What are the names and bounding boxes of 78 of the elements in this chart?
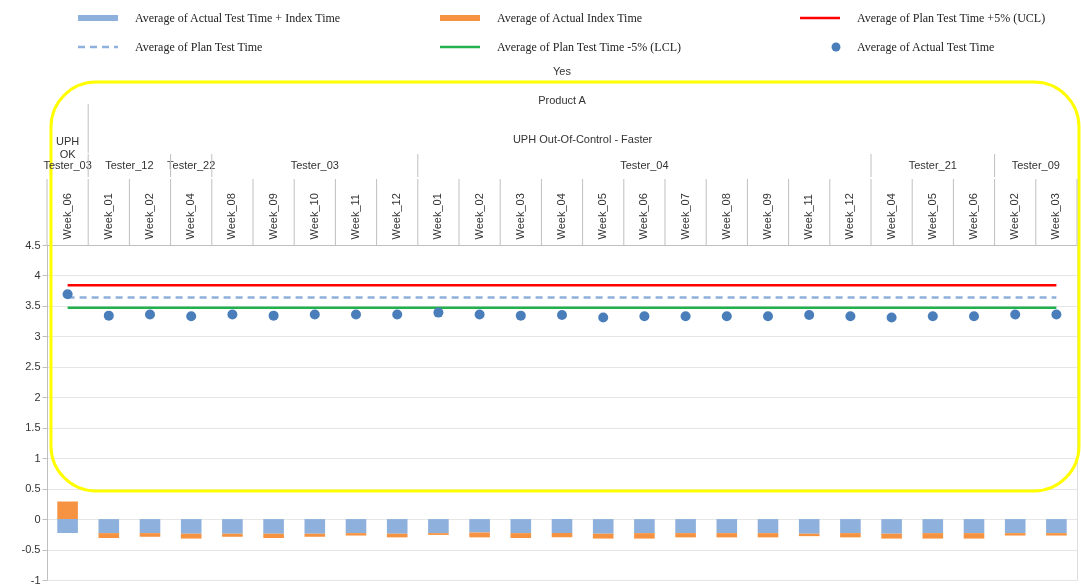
y-tick-label: 3.5: [25, 299, 41, 312]
text: Tester_12: [105, 159, 154, 171]
point: [886, 312, 897, 323]
x-tick-label: Week_02: [143, 193, 155, 240]
text: UPH OK: [55, 135, 80, 160]
point: [268, 310, 279, 321]
x-tick-label: Week_02: [472, 193, 485, 240]
text: Tester_22: [167, 159, 216, 171]
x-tick-label: Week_07: [678, 193, 691, 240]
y-tick-label: 2: [34, 390, 41, 403]
point: [1051, 309, 1062, 320]
point: [145, 309, 155, 320]
x-tick-label: Week_12: [843, 193, 856, 240]
text: Yes: [553, 65, 572, 77]
x-tick-label: Week_11: [349, 194, 361, 240]
point: [1010, 309, 1021, 320]
x-tick-label: Week_02: [1008, 193, 1021, 240]
y-tick-label: 4: [34, 268, 41, 281]
y-tick-label: -0.5: [21, 543, 41, 556]
legend-label: Average of Actual Test Time + Index Time: [135, 11, 341, 25]
point: [927, 311, 938, 322]
point: [639, 311, 650, 322]
text: Tester_04: [620, 159, 669, 171]
y-tick-label: 1.5: [25, 421, 41, 434]
y-tick-label: 2.5: [25, 360, 41, 373]
y-tick-label: 3: [34, 329, 41, 342]
point: [103, 310, 114, 321]
x-tick-label: Week_03: [513, 193, 526, 240]
x-tick-label: Week_09: [761, 193, 773, 240]
text: Tester_21: [908, 159, 957, 171]
x-tick-label: Week_06: [637, 193, 650, 240]
x-tick-label: Week_10: [307, 193, 320, 240]
text: Tester_03: [290, 159, 339, 171]
x-tick-label: Week_06: [60, 193, 73, 240]
x-tick-label: Week_03: [1049, 193, 1062, 240]
text: Tester_09: [1011, 159, 1060, 171]
y-tick-label: 0.5: [25, 482, 41, 495]
x-tick-label: Week_12: [390, 193, 403, 240]
x-tick-label: Week_09: [266, 193, 279, 240]
y-tick-label: 4.5: [25, 238, 41, 251]
point: [845, 311, 856, 322]
point: [227, 309, 238, 320]
point: [309, 309, 320, 320]
point: [804, 310, 815, 321]
point: [969, 311, 979, 322]
point: [721, 311, 732, 322]
point: [557, 310, 567, 321]
point: [62, 289, 73, 300]
x-tick-label: Week_01: [431, 193, 444, 240]
y-tick-label: -1: [30, 573, 41, 584]
x-tick-label: Week_05: [925, 193, 938, 240]
x-tick-label: Week_06: [967, 193, 979, 240]
x-tick-label: Week_05: [596, 193, 609, 240]
legend-label: Average of Plan Test Time -5% (LCL): [497, 40, 682, 54]
point: [763, 311, 773, 322]
text: Product A: [538, 94, 587, 106]
x-tick-label: Week_01: [101, 193, 114, 240]
point: [515, 310, 526, 321]
y-tick-label: 1: [34, 451, 41, 464]
legend-label: Average of Actual Index Time: [497, 11, 643, 25]
text: UPH Out-Of-Control - Faster: [512, 133, 653, 145]
point: [392, 309, 403, 320]
point: [598, 312, 609, 323]
x-tick-label: Week_08: [225, 193, 238, 240]
legend-label: Average of Plan Test Time +5% (UCL): [857, 11, 1046, 25]
point: [433, 307, 444, 318]
point: [186, 311, 197, 322]
y-tick-label: 0: [34, 512, 41, 525]
point: [474, 309, 485, 320]
x-tick-label: Week_04: [884, 193, 897, 240]
legend-label: Average of Plan Test Time: [135, 40, 263, 54]
x-tick-label: Week_04: [555, 193, 567, 240]
x-tick-label: Week_04: [184, 193, 197, 240]
legend-label: Average of Actual Test Time: [857, 40, 995, 54]
x-tick-label: Week_08: [719, 193, 732, 240]
point: [351, 309, 361, 320]
x-tick-label: Week_11: [802, 194, 815, 240]
point: [680, 311, 691, 322]
